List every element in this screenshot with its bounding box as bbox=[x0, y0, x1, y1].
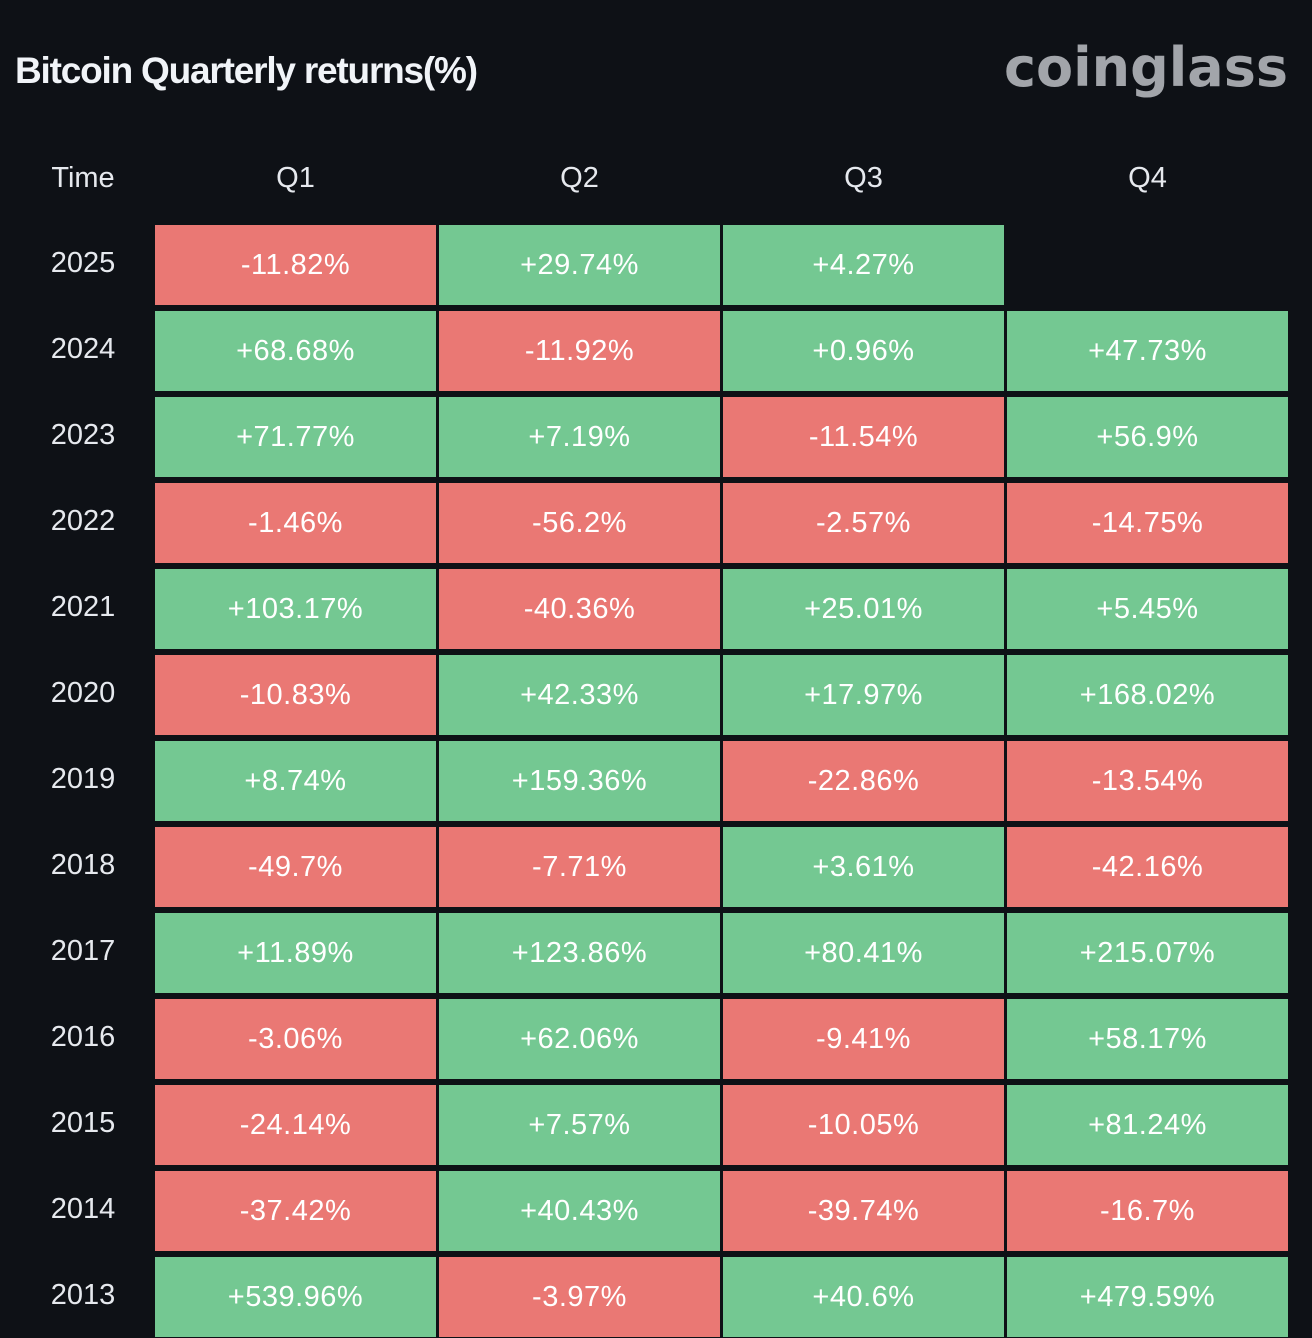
return-cell-2021-q4: +5.45% bbox=[1007, 569, 1288, 649]
page-title: Bitcoin Quarterly returns(%) bbox=[15, 50, 478, 91]
return-cell-2013-q3: +40.6% bbox=[723, 1257, 1004, 1337]
return-cell-2025-q2: +29.74% bbox=[439, 225, 720, 305]
return-cell-2013-q1: +539.96% bbox=[155, 1257, 436, 1337]
return-cell-2018-q3: +3.61% bbox=[723, 827, 1004, 907]
return-cell-2019-q2: +159.36% bbox=[439, 741, 720, 821]
row-year: 2021 bbox=[50, 591, 116, 623]
return-cell-2017-q2: +123.86% bbox=[439, 913, 720, 993]
return-cell-2013-q4: +479.59% bbox=[1007, 1257, 1288, 1337]
return-cell-2025-q1: -11.82% bbox=[155, 225, 436, 305]
return-cell-2020-q4: +168.02% bbox=[1007, 655, 1288, 735]
header-q4: Q4 bbox=[1128, 162, 1167, 194]
return-cell-2023-q4: +56.9% bbox=[1007, 397, 1288, 477]
return-cell-2023-q1: +71.77% bbox=[155, 397, 436, 477]
return-cell-2017-q1: +11.89% bbox=[155, 913, 436, 993]
header-time: Time bbox=[51, 162, 115, 194]
return-cell-2016-q2: +62.06% bbox=[439, 999, 720, 1079]
return-cell-2013-q2: -3.97% bbox=[439, 1257, 720, 1337]
return-cell-2021-q1: +103.17% bbox=[155, 569, 436, 649]
return-cell-2022-q2: -56.2% bbox=[439, 483, 720, 563]
header-q1: Q1 bbox=[276, 162, 315, 194]
return-cell-2014-q1: -37.42% bbox=[155, 1171, 436, 1251]
return-cell-2022-q1: -1.46% bbox=[155, 483, 436, 563]
return-cell-2015-q1: -24.14% bbox=[155, 1085, 436, 1165]
return-cell-2021-q2: -40.36% bbox=[439, 569, 720, 649]
row-year: 2024 bbox=[50, 333, 116, 365]
return-cell-2022-q3: -2.57% bbox=[723, 483, 1004, 563]
return-cell-2016-q4: +58.17% bbox=[1007, 999, 1288, 1079]
return-cell-2020-q2: +42.33% bbox=[439, 655, 720, 735]
row-year: 2020 bbox=[50, 677, 116, 709]
return-cell-2015-q4: +81.24% bbox=[1007, 1085, 1288, 1165]
row-year: 2023 bbox=[50, 419, 116, 451]
row-year: 2025 bbox=[50, 247, 116, 279]
return-cell-2025-q3: +4.27% bbox=[723, 225, 1004, 305]
return-cell-2015-q2: +7.57% bbox=[439, 1085, 720, 1165]
return-cell-2014-q2: +40.43% bbox=[439, 1171, 720, 1251]
row-year: 2019 bbox=[50, 763, 116, 795]
return-cell-2017-q4: +215.07% bbox=[1007, 913, 1288, 993]
return-cell-2019-q4: -13.54% bbox=[1007, 741, 1288, 821]
row-year: 2014 bbox=[50, 1193, 116, 1225]
row-year: 2015 bbox=[50, 1107, 116, 1139]
row-year: 2016 bbox=[50, 1021, 116, 1053]
return-cell-2017-q3: +80.41% bbox=[723, 913, 1004, 993]
return-cell-2024-q4: +47.73% bbox=[1007, 311, 1288, 391]
return-cell-2014-q4: -16.7% bbox=[1007, 1171, 1288, 1251]
return-cell-2024-q1: +68.68% bbox=[155, 311, 436, 391]
return-cell-2023-q3: -11.54% bbox=[723, 397, 1004, 477]
return-cell-2018-q2: -7.71% bbox=[439, 827, 720, 907]
return-cell-2016-q1: -3.06% bbox=[155, 999, 436, 1079]
return-cell-2024-q2: -11.92% bbox=[439, 311, 720, 391]
return-cell-2018-q4: -42.16% bbox=[1007, 827, 1288, 907]
return-cell-2022-q4: -14.75% bbox=[1007, 483, 1288, 563]
row-year: 2017 bbox=[50, 935, 116, 967]
row-year: 2022 bbox=[50, 505, 116, 537]
return-cell-2023-q2: +7.19% bbox=[439, 397, 720, 477]
return-cell-2024-q3: +0.96% bbox=[723, 311, 1004, 391]
return-cell-2019-q1: +8.74% bbox=[155, 741, 436, 821]
return-cell-2018-q1: -49.7% bbox=[155, 827, 436, 907]
row-year: 2013 bbox=[50, 1279, 116, 1311]
return-cell-2019-q3: -22.86% bbox=[723, 741, 1004, 821]
return-cell-2020-q1: -10.83% bbox=[155, 655, 436, 735]
row-year: 2018 bbox=[50, 849, 116, 881]
return-cell-2020-q3: +17.97% bbox=[723, 655, 1004, 735]
coinglass-logo: coinglass bbox=[1004, 36, 1288, 99]
return-cell-2021-q3: +25.01% bbox=[723, 569, 1004, 649]
return-cell-2016-q3: -9.41% bbox=[723, 999, 1004, 1079]
header-q3: Q3 bbox=[844, 162, 883, 194]
return-cell-2015-q3: -10.05% bbox=[723, 1085, 1004, 1165]
header-q2: Q2 bbox=[560, 162, 599, 194]
return-cell-2014-q3: -39.74% bbox=[723, 1171, 1004, 1251]
